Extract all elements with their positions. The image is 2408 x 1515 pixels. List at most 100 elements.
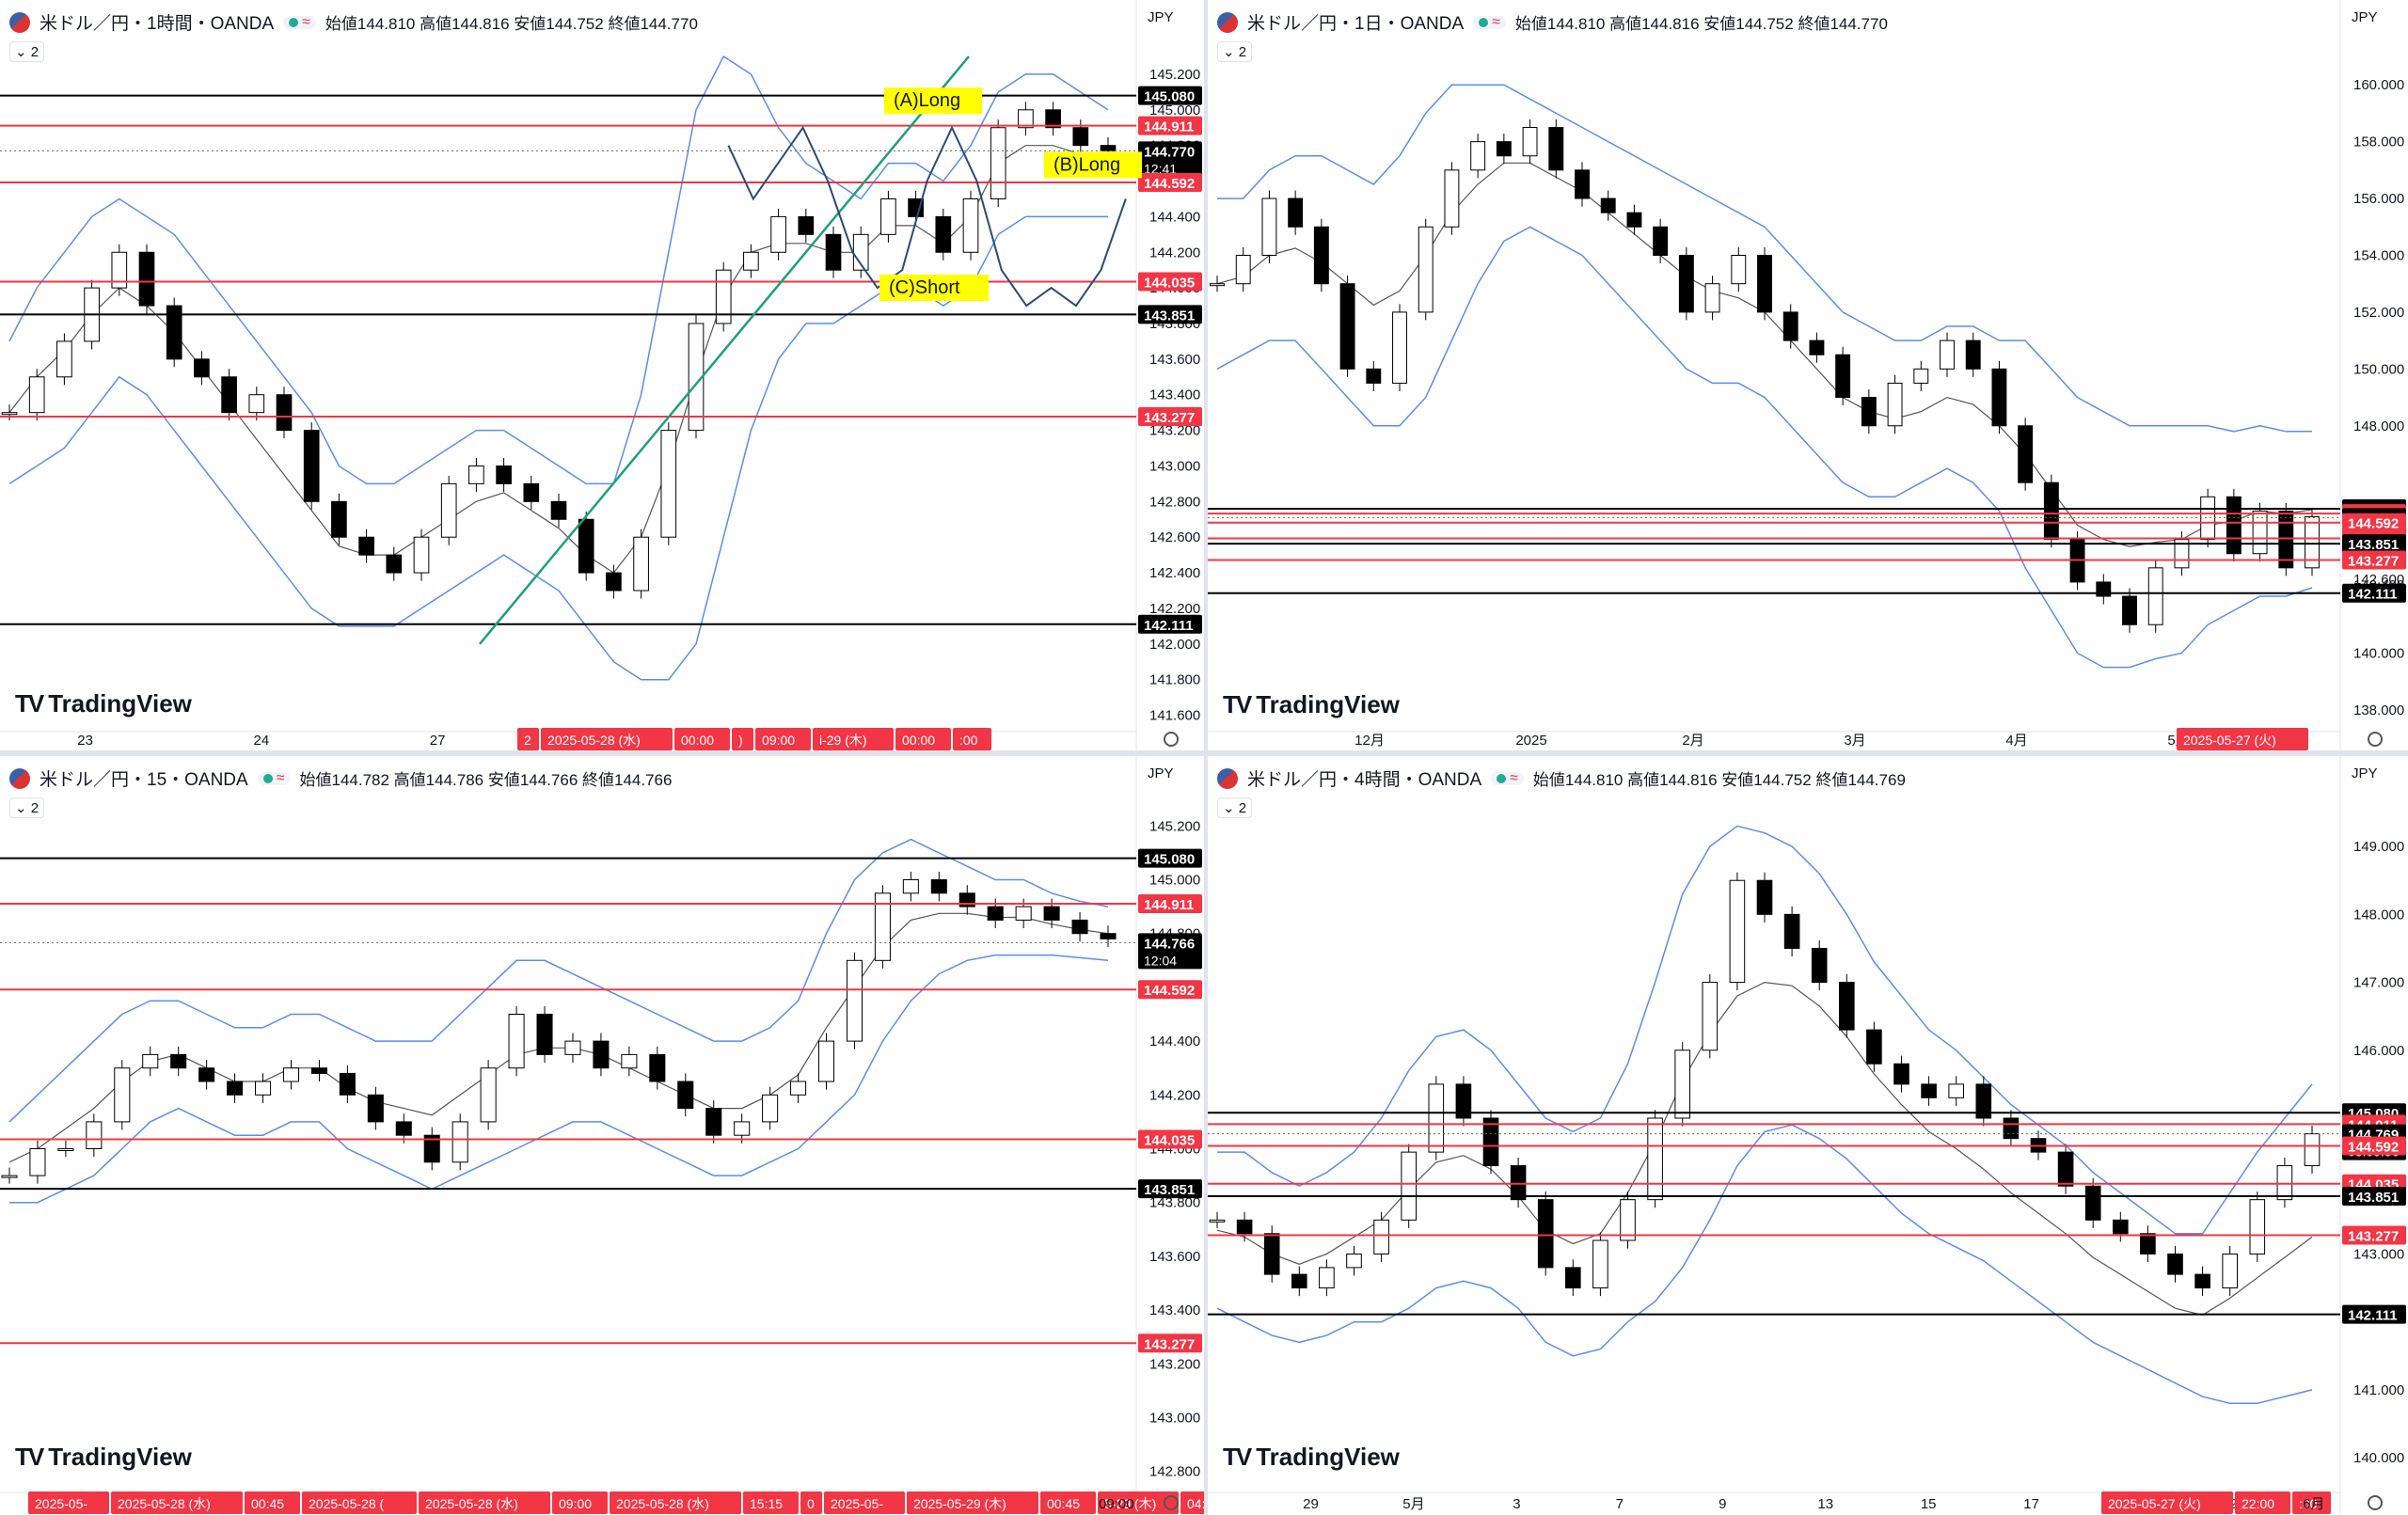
time-badge[interactable] <box>541 728 673 750</box>
market-open-icon <box>262 773 273 783</box>
price-badge[interactable] <box>2342 550 2406 570</box>
price-badge[interactable] <box>2342 583 2406 603</box>
price-badge[interactable] <box>2342 534 2406 554</box>
time-badge[interactable] <box>2235 1491 2290 1514</box>
trend-line[interactable] <box>479 55 970 645</box>
indicator-legend-toggle[interactable]: ⌄ 2 <box>9 41 45 62</box>
annotation-box[interactable] <box>884 87 982 115</box>
time-badge[interactable] <box>552 1491 608 1514</box>
symbol-title[interactable]: 米ドル／円・15・OANDA <box>40 770 248 790</box>
time-badge[interactable] <box>895 728 951 750</box>
price-badge[interactable] <box>2342 513 2406 532</box>
currency-label[interactable]: JPY <box>2352 9 2378 25</box>
settings-gear-icon[interactable] <box>1164 732 1179 747</box>
price-badge[interactable] <box>1138 980 1202 1000</box>
time-badge[interactable] <box>953 728 991 750</box>
time-badge[interactable] <box>1040 1491 1096 1514</box>
chart-canvas-1h[interactable]: 145.200145.000144.800144.600144.400144.2… <box>0 0 1204 750</box>
pane-divider-vertical[interactable] <box>1204 0 1208 1515</box>
settings-gear-icon[interactable] <box>2368 1495 2383 1510</box>
time-tick-label: 12月 <box>1354 733 1385 749</box>
time-badge[interactable] <box>419 1491 550 1514</box>
currency-label[interactable]: JPY <box>1148 765 1174 781</box>
time-badge[interactable] <box>2292 1491 2331 1514</box>
tradingview-logo[interactable]: TV TradingView <box>1223 1443 1400 1472</box>
time-badge[interactable] <box>111 1491 243 1514</box>
price-badge[interactable] <box>1138 1334 1202 1353</box>
price-badge[interactable] <box>1138 141 1202 178</box>
time-badge[interactable] <box>302 1491 417 1514</box>
time-badge[interactable] <box>245 1491 300 1514</box>
candle-body <box>468 465 484 484</box>
tradingview-logo[interactable]: TV TradingView <box>15 689 192 718</box>
currency-label[interactable]: JPY <box>2352 765 2378 781</box>
time-badge[interactable] <box>907 1491 1038 1514</box>
symbol-title[interactable]: 米ドル／円・1時間・OANDA <box>40 14 275 34</box>
time-badge[interactable] <box>800 1491 822 1514</box>
time-badge[interactable] <box>674 728 730 750</box>
indicator-legend-toggle[interactable]: ⌄ 2 <box>1217 41 1253 62</box>
tradingview-logo[interactable]: TV TradingView <box>15 1443 192 1472</box>
price-badge[interactable] <box>1138 407 1202 427</box>
chart-canvas-15m[interactable]: 145.200145.000144.800144.600144.400144.2… <box>0 756 1204 1515</box>
time-badge[interactable] <box>813 728 894 750</box>
candle-body <box>1913 368 1929 384</box>
time-badge[interactable] <box>1180 1491 1204 1514</box>
time-badge[interactable] <box>732 728 753 750</box>
price-badge[interactable] <box>2342 1304 2406 1324</box>
price-badge[interactable] <box>1138 116 1202 135</box>
bollinger-middle-line <box>1216 162 2313 547</box>
symbol-title[interactable]: 米ドル／円・4時間・OANDA <box>1247 770 1482 790</box>
candle-body <box>1373 1219 1389 1255</box>
time-badge[interactable] <box>610 1491 741 1514</box>
chart-pane-4h[interactable]: 149.000 148.000 147.000 146.000 143.000 141.0… <box>1208 756 2408 1515</box>
price-badge[interactable] <box>2342 1136 2406 1156</box>
tradingview-logo[interactable]: TV TradingView <box>1223 690 1400 719</box>
time-badge[interactable] <box>517 728 539 750</box>
candle-body <box>880 197 896 235</box>
time-badge[interactable] <box>2101 1491 2233 1514</box>
settings-gear-icon[interactable] <box>1164 1495 1179 1510</box>
indicator-legend-toggle[interactable]: ⌄ 2 <box>9 797 45 818</box>
bollinger-upper-line <box>1217 84 2312 433</box>
chart-pane-1d[interactable]: 160.000 158.000 156.000 154.000 152.000 150.0… <box>1208 0 2408 750</box>
symbol-title[interactable]: 米ドル／円・1日・OANDA <box>1247 14 1465 34</box>
candle-body <box>1757 254 1772 313</box>
projection-path[interactable] <box>727 125 1127 308</box>
price-tick-label: 156.000 <box>2353 191 2404 207</box>
price-badge[interactable] <box>1138 1179 1202 1199</box>
chart-canvas-4h[interactable]: 149.000 148.000 147.000 146.000 143.000 141.0… <box>1208 756 2408 1515</box>
candle-body <box>798 215 815 235</box>
price-badge[interactable] <box>1138 173 1202 193</box>
pane-divider-horizontal[interactable] <box>0 750 2408 756</box>
price-badge[interactable] <box>1138 305 1202 324</box>
time-badge[interactable] <box>824 1491 905 1514</box>
currency-label[interactable]: JPY <box>1148 9 1174 25</box>
annotation-box[interactable] <box>1044 151 1142 179</box>
price-badge[interactable] <box>1138 86 1202 105</box>
indicator-legend-toggle[interactable]: ⌄ 2 <box>1217 797 1253 818</box>
candle-body <box>2122 595 2137 625</box>
price-axis[interactable] <box>2340 0 2408 750</box>
candle-body <box>2194 1273 2210 1289</box>
price-badge[interactable] <box>1138 848 1202 868</box>
time-badge[interactable] <box>2177 728 2308 750</box>
candle-body <box>2252 510 2268 555</box>
price-badge[interactable] <box>1138 893 1202 913</box>
annotation-box[interactable] <box>879 275 989 302</box>
chart-pane-15m[interactable]: 145.200145.000144.800144.600144.400144.2… <box>0 756 1204 1515</box>
price-badge[interactable] <box>2342 1225 2406 1245</box>
price-badge[interactable] <box>1138 1129 1202 1149</box>
settings-gear-icon[interactable] <box>2368 732 2383 747</box>
chart-pane-1h[interactable]: 145.200145.000144.800144.600144.400144.2… <box>0 0 1204 750</box>
price-badge[interactable] <box>1138 933 1202 970</box>
time-badge[interactable] <box>755 728 811 750</box>
price-badge[interactable] <box>2342 1186 2406 1206</box>
price-badge[interactable] <box>1138 614 1202 634</box>
time-badge[interactable] <box>743 1491 799 1514</box>
price-badge[interactable] <box>1138 272 1202 292</box>
time-badge[interactable] <box>28 1491 109 1514</box>
price-tick-label: 145.200 <box>1149 67 1200 83</box>
time-badge[interactable] <box>1098 1491 1179 1514</box>
chart-canvas-1d[interactable]: 160.000 158.000 156.000 154.000 152.000 150.0… <box>1208 0 2408 750</box>
